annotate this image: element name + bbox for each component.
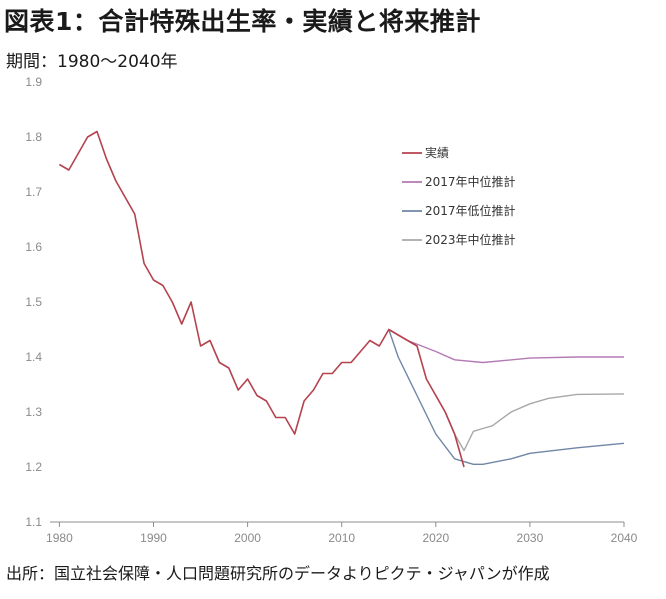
y-tick-label: 1.4 bbox=[25, 350, 42, 364]
y-tick-label: 1.2 bbox=[25, 460, 42, 474]
chart-legend: 実績 2017年中位推計 2017年低位推計 2023年中位推計 bbox=[402, 145, 516, 247]
chart-axes: 1.1 1.2 1.3 1.4 1.5 1.6 1.7 1.8 1.9 1980 1990 2000 2… bbox=[25, 75, 637, 545]
legend-label: 2017年中位推計 bbox=[425, 174, 516, 189]
series-line-1 bbox=[388, 328, 624, 364]
legend-label: 2017年低位推計 bbox=[425, 203, 516, 218]
y-tick-label: 1.6 bbox=[25, 240, 42, 254]
figure-title: 図表1：合計特殊出生率・実績と将来推計 bbox=[4, 7, 481, 36]
x-tick-label: 2000 bbox=[234, 531, 261, 545]
x-tick-label: 2010 bbox=[328, 531, 355, 545]
x-tick-label: 1980 bbox=[46, 531, 73, 545]
y-tick-label: 1.3 bbox=[25, 405, 42, 419]
y-tick-label: 1.5 bbox=[25, 295, 42, 309]
line-chart: 1.1 1.2 1.3 1.4 1.5 1.6 1.7 1.8 1.9 1980 1990 2000 2… bbox=[25, 75, 637, 545]
legend-label: 実績 bbox=[425, 145, 449, 160]
y-tick-label: 1.9 bbox=[25, 75, 42, 89]
y-tick-label: 1.1 bbox=[25, 515, 42, 529]
y-tick-label: 1.7 bbox=[25, 185, 42, 199]
series-line-0 bbox=[58, 130, 465, 468]
x-tick-label: 2030 bbox=[517, 531, 544, 545]
x-tick-label: 2040 bbox=[611, 531, 638, 545]
legend-label: 2023年中位推計 bbox=[425, 232, 516, 247]
series-layer bbox=[58, 130, 625, 468]
x-tick-label: 1990 bbox=[140, 531, 167, 545]
y-tick-label: 1.8 bbox=[25, 130, 42, 144]
figure-subtitle: 期間：1980～2040年 bbox=[6, 52, 178, 72]
series-line-2 bbox=[388, 329, 625, 465]
figure-source: 出所：国立社会保障・人口問題研究所のデータよりピクテ・ジャパンが作成 bbox=[6, 564, 550, 583]
series-line-3 bbox=[435, 393, 625, 452]
x-tick-label: 2020 bbox=[422, 531, 449, 545]
